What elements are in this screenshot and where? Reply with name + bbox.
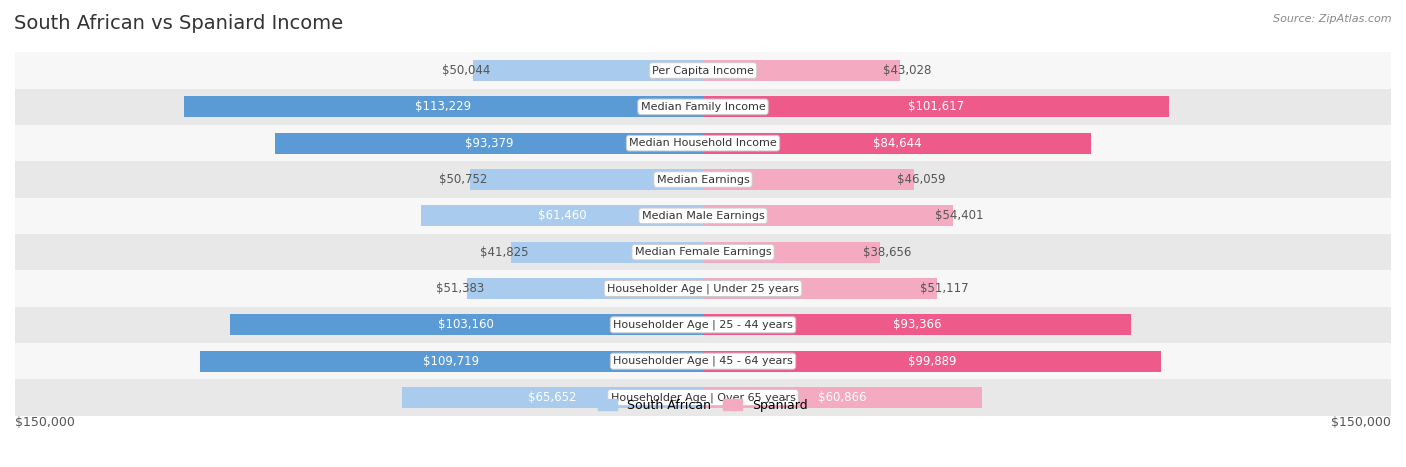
Bar [422, 205, 703, 226]
Text: $99,889: $99,889 [908, 354, 956, 368]
Text: $93,379: $93,379 [464, 137, 513, 150]
Bar [15, 125, 1391, 161]
Text: $38,656: $38,656 [863, 246, 911, 259]
Text: $84,644: $84,644 [873, 137, 921, 150]
Bar [703, 351, 1161, 372]
Bar [703, 60, 900, 81]
Bar [703, 169, 914, 190]
Bar [184, 96, 703, 117]
Bar [402, 387, 703, 408]
Text: Median Female Earnings: Median Female Earnings [634, 247, 772, 257]
Text: $51,117: $51,117 [920, 282, 969, 295]
Bar [15, 343, 1391, 379]
Text: Median Earnings: Median Earnings [657, 175, 749, 184]
Bar [512, 241, 703, 263]
Bar [15, 234, 1391, 270]
Bar [15, 52, 1391, 89]
Legend: South African, Spaniard: South African, Spaniard [593, 394, 813, 417]
Bar [15, 89, 1391, 125]
Text: Householder Age | Under 25 years: Householder Age | Under 25 years [607, 283, 799, 294]
Bar [703, 96, 1168, 117]
Text: $50,752: $50,752 [439, 173, 488, 186]
Text: Householder Age | 45 - 64 years: Householder Age | 45 - 64 years [613, 356, 793, 367]
Text: $41,825: $41,825 [479, 246, 529, 259]
Text: $61,460: $61,460 [537, 209, 586, 222]
Text: Householder Age | 25 - 44 years: Householder Age | 25 - 44 years [613, 319, 793, 330]
Text: $50,044: $50,044 [443, 64, 491, 77]
Text: Median Family Income: Median Family Income [641, 102, 765, 112]
Text: South African vs Spaniard Income: South African vs Spaniard Income [14, 14, 343, 33]
Bar [703, 133, 1091, 154]
Bar [200, 351, 703, 372]
Bar [703, 278, 938, 299]
Text: Householder Age | Over 65 years: Householder Age | Over 65 years [610, 392, 796, 403]
Text: $51,383: $51,383 [436, 282, 485, 295]
Bar [15, 270, 1391, 307]
Text: Per Capita Income: Per Capita Income [652, 65, 754, 76]
Text: $113,229: $113,229 [415, 100, 471, 113]
Bar [703, 314, 1132, 335]
Bar [15, 379, 1391, 416]
Bar [703, 205, 952, 226]
Text: $43,028: $43,028 [883, 64, 931, 77]
Bar [703, 241, 880, 263]
Bar [15, 161, 1391, 198]
Bar [15, 307, 1391, 343]
Text: $150,000: $150,000 [1331, 416, 1391, 429]
Text: $93,366: $93,366 [893, 318, 942, 331]
Text: $46,059: $46,059 [897, 173, 945, 186]
Text: $54,401: $54,401 [935, 209, 984, 222]
Text: $65,652: $65,652 [529, 391, 576, 404]
Text: Median Male Earnings: Median Male Earnings [641, 211, 765, 221]
Bar [703, 387, 983, 408]
Bar [229, 314, 703, 335]
Text: $103,160: $103,160 [439, 318, 495, 331]
Text: $60,866: $60,866 [818, 391, 868, 404]
Text: $101,617: $101,617 [908, 100, 965, 113]
Text: Source: ZipAtlas.com: Source: ZipAtlas.com [1274, 14, 1392, 24]
Bar [470, 169, 703, 190]
Bar [15, 198, 1391, 234]
Text: Median Household Income: Median Household Income [628, 138, 778, 148]
Text: $109,719: $109,719 [423, 354, 479, 368]
Text: $150,000: $150,000 [15, 416, 75, 429]
Bar [467, 278, 703, 299]
Bar [274, 133, 703, 154]
Bar [474, 60, 703, 81]
